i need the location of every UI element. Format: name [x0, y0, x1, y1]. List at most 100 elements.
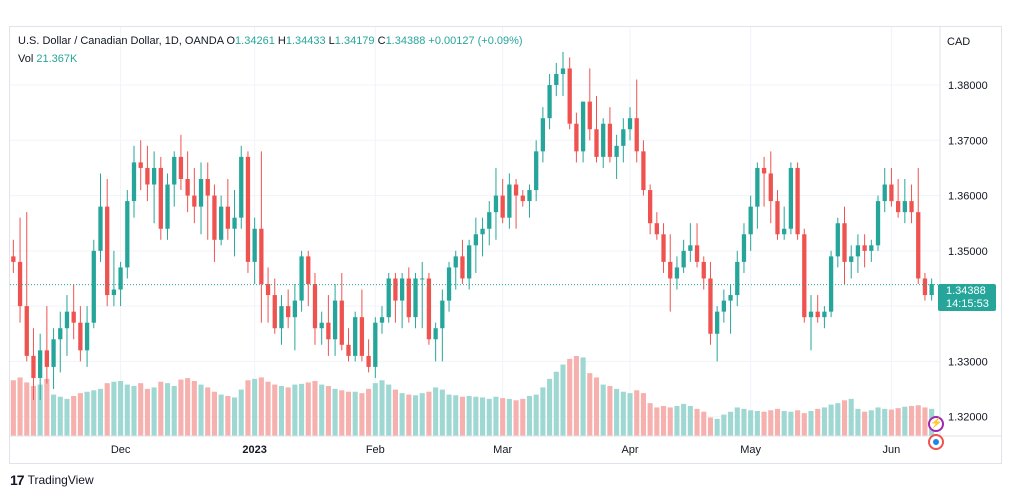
candle-body — [895, 201, 901, 213]
candle-body — [741, 234, 747, 262]
candle-body — [426, 278, 432, 340]
candle-body — [286, 306, 291, 318]
candle-body — [654, 223, 659, 235]
volume-bar — [875, 407, 881, 436]
candle — [125, 190, 130, 279]
volume-bar — [660, 406, 667, 436]
volume-bar — [620, 391, 626, 436]
candle — [460, 239, 465, 285]
volume-bar — [728, 411, 734, 436]
low-value: 1.34179 — [334, 35, 375, 47]
candle-body — [594, 129, 599, 157]
volume-bar — [372, 383, 378, 436]
candle-body — [909, 201, 914, 213]
candle-body — [661, 234, 666, 262]
candle — [319, 311, 324, 345]
candle-body — [493, 195, 499, 213]
candle-body — [205, 178, 210, 196]
volume-bar — [252, 378, 258, 436]
tradingview-logo-icon: 17 — [10, 472, 25, 488]
volume-bar — [674, 406, 680, 436]
volume-bar — [573, 356, 579, 436]
candle-body — [607, 123, 613, 157]
volume-bar — [553, 371, 559, 436]
volume-bar — [24, 382, 30, 436]
candle-body — [902, 201, 907, 213]
volume-bar — [895, 408, 901, 436]
candle — [574, 112, 579, 163]
candle — [326, 295, 331, 356]
volume-bar — [44, 378, 50, 436]
volume-bar — [64, 398, 70, 436]
candle-body — [185, 178, 190, 196]
candle — [426, 272, 432, 345]
volume-bar — [640, 393, 646, 436]
earnings-event-icon[interactable] — [928, 434, 944, 450]
candle — [64, 295, 70, 356]
candle — [513, 178, 519, 229]
candle — [634, 79, 639, 163]
candle — [91, 239, 96, 329]
volume-bar — [768, 410, 774, 436]
candle — [708, 261, 713, 345]
candle — [755, 162, 760, 229]
candle — [165, 173, 170, 240]
volume-bar — [272, 384, 278, 436]
candle — [286, 289, 291, 329]
dividend-event-icon[interactable]: ⚡ — [928, 416, 944, 432]
candle-body — [105, 206, 110, 296]
candle — [788, 162, 794, 235]
candle — [17, 217, 23, 323]
candle — [24, 212, 29, 362]
candle-body — [44, 350, 50, 367]
candle — [185, 151, 190, 213]
time-tick-label: Jun — [883, 444, 901, 456]
footer-brand[interactable]: 17 TradingView — [10, 471, 94, 489]
candle-body — [232, 217, 237, 229]
volume-bar — [144, 388, 150, 436]
volume-bar — [734, 407, 740, 436]
high-label: H — [277, 35, 286, 47]
candle-body — [748, 206, 753, 235]
candle-body — [440, 300, 445, 329]
candle-body — [31, 355, 36, 378]
brand-name: TradingView — [27, 473, 94, 487]
candle-body — [708, 278, 713, 334]
candle — [366, 339, 371, 373]
candle — [480, 217, 485, 257]
candle-body — [513, 184, 519, 196]
candle — [748, 195, 753, 251]
volume-bar — [654, 407, 660, 436]
candle-body — [647, 190, 653, 224]
price-tick-label: 1.32000 — [948, 412, 988, 424]
candle — [802, 228, 807, 323]
candle-body — [534, 151, 539, 191]
candle — [58, 311, 63, 373]
candle-body — [265, 284, 271, 296]
candle — [520, 190, 525, 207]
candle — [601, 118, 606, 168]
candle — [922, 272, 928, 301]
candle-body — [601, 123, 606, 157]
volume-bar — [205, 387, 211, 436]
volume-bar — [453, 395, 459, 436]
candle-body — [259, 228, 264, 285]
candle — [500, 178, 505, 224]
volume-bar — [305, 382, 311, 436]
candle — [775, 190, 780, 240]
candle — [694, 223, 700, 268]
volume-bar — [131, 386, 137, 436]
candle — [353, 311, 358, 362]
candle — [440, 289, 445, 362]
candle-body — [192, 195, 197, 207]
candle — [862, 234, 867, 268]
candle — [145, 145, 150, 202]
candle-body — [540, 118, 546, 152]
currency-label: CAD — [947, 36, 970, 48]
candle — [252, 217, 257, 285]
candle-body — [460, 256, 465, 279]
volume-bar — [500, 398, 506, 436]
price-tick-label: 1.37000 — [948, 135, 988, 147]
volume-bar — [681, 403, 687, 436]
